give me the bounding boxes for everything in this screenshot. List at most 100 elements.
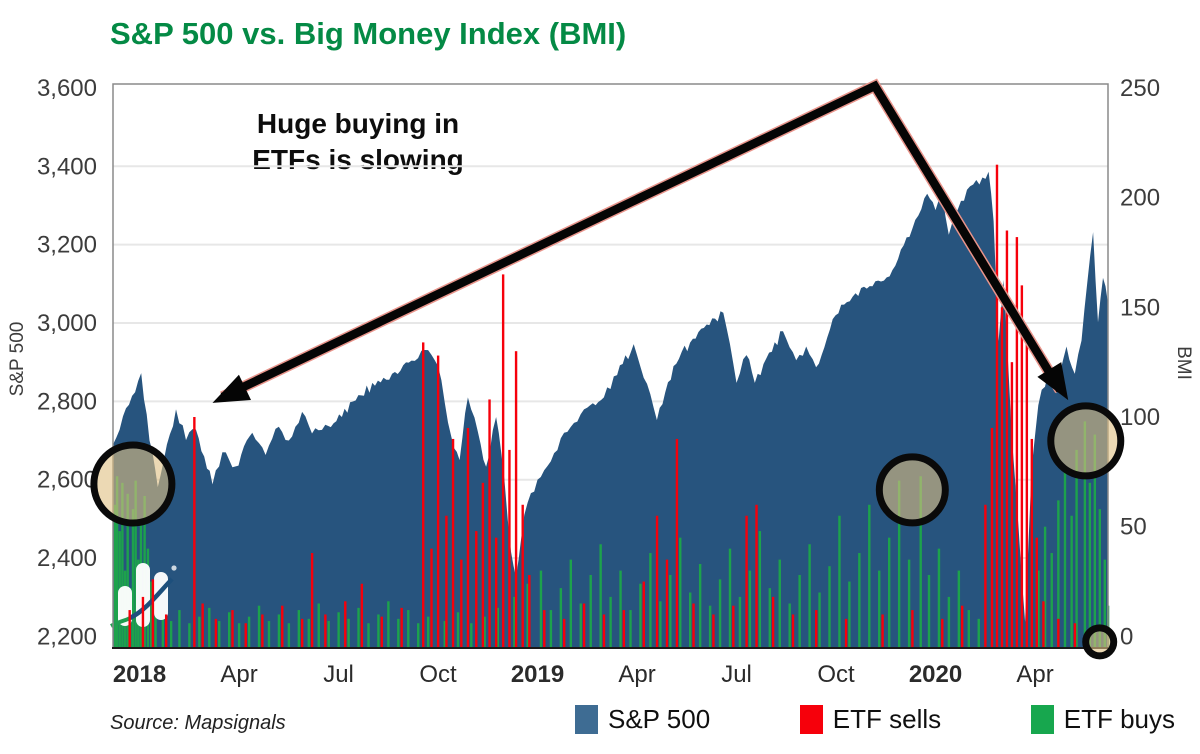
etf-buys-bar bbox=[848, 581, 851, 648]
etf-sells-bar bbox=[791, 614, 795, 648]
etf-buys-bar bbox=[698, 563, 702, 648]
etf-sells-bar bbox=[755, 504, 758, 648]
etf-sells-bar bbox=[675, 438, 679, 648]
etf-sells-bar bbox=[815, 610, 818, 648]
etf-sells-bar bbox=[582, 603, 586, 648]
etf-sells-bar bbox=[995, 164, 999, 648]
right-axis-tick: 100 bbox=[1120, 404, 1160, 431]
etf-buys-bar bbox=[267, 621, 271, 648]
etf-buys-bar bbox=[888, 537, 891, 648]
etf-sells-bar bbox=[911, 610, 914, 648]
etf-buys-bar bbox=[1063, 471, 1067, 648]
etf-buys-bar bbox=[1037, 570, 1040, 648]
etf-buys-bar bbox=[927, 574, 931, 648]
etf-buys-bar bbox=[559, 588, 563, 648]
etf-buys-bar bbox=[609, 596, 612, 648]
x-axis-tick: Jul bbox=[323, 661, 354, 688]
left-axis-tick: 2,200 bbox=[37, 623, 97, 650]
etf-sells-bar bbox=[400, 607, 403, 648]
etf-sells-bar bbox=[344, 601, 347, 648]
etf-sells-bar bbox=[514, 351, 518, 648]
etf-buys-bar bbox=[579, 603, 582, 648]
annotation-arrow-shaft bbox=[220, 80, 1064, 401]
left-axis-tick: 2,600 bbox=[37, 467, 97, 494]
etf-buys-bar bbox=[659, 601, 662, 648]
etf-buys-bar bbox=[828, 566, 831, 648]
etf-sells-bar bbox=[655, 515, 659, 648]
etf-buys-bar bbox=[689, 592, 692, 648]
x-axis-tick: Apr bbox=[220, 661, 257, 688]
etf-buys-bar bbox=[134, 480, 137, 648]
etf-sells-bar bbox=[214, 618, 218, 648]
etf-buys-bar bbox=[907, 559, 911, 648]
chart-legend: S&P 500 ETF sells ETF buys bbox=[575, 704, 1175, 735]
etf-buys-bar bbox=[131, 509, 135, 648]
etf-buys-bar bbox=[768, 588, 771, 648]
etf-buys-bar bbox=[307, 618, 310, 648]
etf-buys-bar bbox=[738, 596, 742, 648]
etf-buys-bar bbox=[619, 570, 622, 648]
legend-label: ETF buys bbox=[1063, 704, 1175, 734]
etf-buys-bar bbox=[161, 614, 165, 648]
etf-buys-bar bbox=[947, 596, 951, 648]
etf-sells-bar bbox=[732, 605, 735, 648]
x-axis-tick: Apr bbox=[618, 661, 655, 688]
etf-buys-bar bbox=[443, 621, 446, 648]
etf-sells-bar bbox=[1010, 362, 1014, 648]
etf-sells-bar bbox=[941, 618, 944, 648]
etf-sells-bar bbox=[1000, 307, 1004, 648]
etf-buys-bar bbox=[967, 610, 970, 648]
etf-buys-bar bbox=[208, 607, 211, 648]
etf-buys-bar bbox=[1057, 500, 1060, 648]
etf-buys-bar bbox=[1098, 509, 1102, 648]
etf-sells-bar bbox=[562, 618, 566, 648]
etf-buys-bar bbox=[526, 583, 529, 648]
etf-sells-bar bbox=[481, 482, 485, 648]
etf-sells-bar bbox=[1042, 601, 1045, 648]
etf-sells-bar bbox=[430, 548, 433, 648]
etf-buys-bar bbox=[937, 548, 941, 648]
etf-buys-bar bbox=[1070, 515, 1073, 648]
etf-buys-bar bbox=[1083, 421, 1087, 648]
etf-sells-bar bbox=[201, 603, 204, 648]
etf-buys-bar bbox=[337, 612, 340, 648]
etf-sells-bar bbox=[164, 614, 168, 648]
etf-sells-bar bbox=[141, 596, 145, 648]
x-axis-tick: Oct bbox=[419, 661, 457, 688]
etf-sells-bar bbox=[508, 449, 511, 648]
left-axis-tick: 3,400 bbox=[37, 153, 97, 180]
etf-buys-bar bbox=[897, 480, 901, 648]
etf-buys-bar bbox=[549, 610, 553, 648]
etf-buys-bar bbox=[539, 570, 543, 648]
left-axis-tick: 3,200 bbox=[37, 232, 97, 259]
etf-sells-swatch-icon bbox=[799, 705, 823, 734]
annotation-circle-bmi-near-zero bbox=[1082, 624, 1118, 660]
legend-label: ETF sells bbox=[832, 704, 942, 734]
etf-sells-bar bbox=[1030, 438, 1034, 648]
etf-buys-bar bbox=[649, 553, 652, 648]
etf-sells-bar bbox=[602, 614, 606, 648]
etf-sells-bar bbox=[244, 623, 247, 648]
etf-sells-bar bbox=[501, 274, 505, 648]
etf-buys-bar bbox=[277, 614, 281, 648]
etf-buys-bar bbox=[407, 610, 410, 648]
annotation-circle-late-2019-buying bbox=[875, 453, 949, 527]
etf-sells-bar bbox=[990, 427, 994, 648]
legend-item-etf-sells: ETF sells bbox=[799, 704, 942, 735]
etf-buys-bar bbox=[858, 553, 861, 648]
etf-sells-bar bbox=[984, 504, 987, 648]
etf-buys-bar bbox=[728, 548, 732, 648]
right-axis-tick: 0 bbox=[1120, 623, 1133, 650]
right-axis-tick: 250 bbox=[1120, 75, 1160, 102]
etf-buys-bar bbox=[357, 607, 360, 648]
etf-buys-bar bbox=[115, 476, 119, 648]
etf-sells-bar bbox=[960, 605, 964, 648]
legend-label: S&P 500 bbox=[608, 704, 711, 734]
etf-sells-bar bbox=[324, 614, 327, 648]
etf-buys-bar bbox=[297, 610, 301, 648]
etf-buys-bar bbox=[919, 476, 922, 648]
etf-buys-bar bbox=[599, 544, 602, 648]
etf-buys-bar bbox=[317, 603, 320, 648]
etf-buys-bar bbox=[287, 623, 291, 648]
etf-sells-bar bbox=[261, 614, 264, 648]
